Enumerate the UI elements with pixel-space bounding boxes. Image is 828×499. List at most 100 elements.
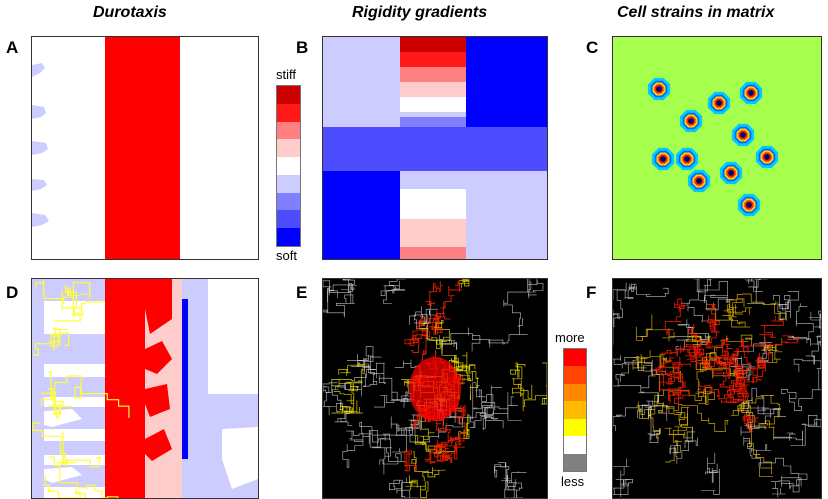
cell-trace xyxy=(509,362,533,399)
cell-trace xyxy=(743,436,808,480)
cell-trace xyxy=(739,338,765,354)
cell-trace xyxy=(494,462,527,489)
cell-trace xyxy=(669,319,711,350)
frequency-scale-swatch xyxy=(564,383,586,402)
panel-f-strain-traces xyxy=(612,278,822,499)
stiff-stripe xyxy=(105,37,180,259)
panel-d-durotaxis-traces xyxy=(31,278,259,499)
frequency-scale-swatch xyxy=(564,418,586,437)
cell-trace xyxy=(512,383,547,412)
cell-trace xyxy=(680,279,713,323)
cell-trace xyxy=(613,458,633,498)
cell-trace xyxy=(419,319,450,343)
cell-trace xyxy=(781,358,821,411)
cell-trace xyxy=(469,389,499,428)
cell-trace xyxy=(32,422,101,468)
cell-trace xyxy=(389,477,419,498)
cell-trace xyxy=(695,361,715,405)
cell-trace xyxy=(471,317,528,352)
cell-trace xyxy=(323,280,355,318)
panel-label-a: A xyxy=(6,38,19,57)
cell-trace xyxy=(404,450,417,472)
cell-trace xyxy=(33,327,68,356)
cell-trace xyxy=(701,452,720,495)
cell-trace xyxy=(695,319,720,356)
cell-trace xyxy=(342,421,373,468)
strain-blob xyxy=(675,147,699,171)
cell-trace xyxy=(750,395,781,441)
panel-a-image xyxy=(32,37,180,259)
rigidity-scale-swatch xyxy=(277,86,300,104)
cell-trace xyxy=(408,396,464,443)
cell-trace xyxy=(773,415,821,446)
cell-trace xyxy=(54,284,84,322)
cell-trace xyxy=(720,380,749,404)
cell-trace xyxy=(653,356,675,387)
cell-trace xyxy=(664,298,688,336)
panel-label-b: B xyxy=(296,38,309,57)
cell-trace xyxy=(672,370,690,405)
cell-trace xyxy=(410,331,431,361)
panel-a-durotaxis-initial xyxy=(31,36,259,260)
cell-trace xyxy=(35,279,104,313)
cell-trace xyxy=(731,400,768,428)
rigidity-scale-swatch xyxy=(277,174,300,193)
stiff-label: stiff xyxy=(276,67,296,82)
cell-trace xyxy=(736,293,787,321)
cell-trace xyxy=(659,382,686,404)
panel-label-d: D xyxy=(6,283,19,302)
strain-blob xyxy=(679,109,703,133)
cell-trace xyxy=(729,356,755,381)
strain-blob xyxy=(687,169,711,193)
cell-trace xyxy=(654,402,729,432)
cell-trace xyxy=(504,471,523,498)
frequency-scale-swatch xyxy=(564,436,586,454)
panel-b-image xyxy=(323,37,547,259)
cell-trace xyxy=(688,324,702,363)
cell-trace xyxy=(40,389,64,412)
cell-trace xyxy=(758,338,783,364)
less-label: less xyxy=(561,474,585,489)
cell-trace xyxy=(632,354,660,392)
cell-trace xyxy=(660,363,691,385)
strain-blob xyxy=(707,91,731,115)
cell-trace xyxy=(744,279,768,304)
cells-at-left-edge xyxy=(32,63,49,227)
cell-trace xyxy=(426,313,445,335)
cell-trace xyxy=(323,382,353,426)
cell-trace xyxy=(742,413,759,433)
cell-trace xyxy=(330,279,357,298)
cell-trace xyxy=(757,335,799,368)
cell-trace xyxy=(788,303,821,346)
cell-trace xyxy=(332,368,376,422)
cell-trace xyxy=(424,443,448,464)
cell-trace xyxy=(715,353,741,370)
cell-trace xyxy=(372,409,426,475)
cell-trace xyxy=(613,400,668,432)
cell-trace xyxy=(613,282,627,345)
cell-trace xyxy=(733,362,744,382)
cell-trace xyxy=(540,362,547,405)
cell-trace xyxy=(659,356,682,391)
panel-label-e: E xyxy=(296,283,308,302)
cell-trace xyxy=(455,364,479,401)
soft-label: soft xyxy=(276,248,297,263)
panel-d-image xyxy=(32,279,258,498)
cell-trace xyxy=(405,475,429,498)
cell-trace xyxy=(347,354,401,400)
cell-trace xyxy=(703,351,729,371)
column-title-rigidity-gradients: Rigidity gradients xyxy=(352,4,488,21)
cell-trace xyxy=(438,280,463,320)
cell-trace xyxy=(457,279,470,288)
cell-trace xyxy=(458,414,470,439)
cell-trace xyxy=(635,314,675,342)
cell-trace xyxy=(452,404,466,438)
cell-trace xyxy=(390,414,420,453)
cell-trace xyxy=(740,387,769,436)
panel-c-image xyxy=(647,77,779,217)
cell-trace xyxy=(637,394,661,439)
cell-trace xyxy=(425,281,443,307)
frequency-scale-swatch xyxy=(564,349,586,367)
column-title-durotaxis: Durotaxis xyxy=(93,4,167,21)
cell-trace xyxy=(47,375,130,418)
